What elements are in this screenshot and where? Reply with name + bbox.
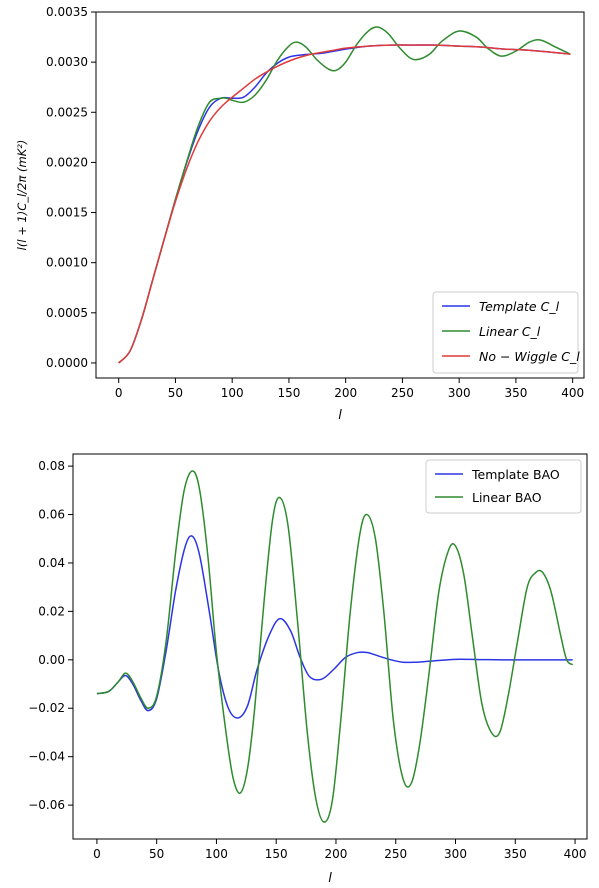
bottom-y-tick-label: 0.08 xyxy=(38,459,65,473)
bottom-x-tick-label: 150 xyxy=(265,847,288,861)
top-x-tick-label: 350 xyxy=(504,386,527,400)
bottom-legend: Template BAO Linear BAO xyxy=(425,459,582,514)
top-x-tick-label: 150 xyxy=(277,386,300,400)
bottom-x-tick-label: 400 xyxy=(564,847,587,861)
top-x-tick-label: 100 xyxy=(221,386,244,400)
top-x-axis-label: l xyxy=(338,408,342,423)
top-legend-label-template: Template C_l xyxy=(479,299,560,314)
top-series-group xyxy=(118,26,571,364)
top-legend-label-nowiggle: No − Wiggle C_l xyxy=(479,349,580,364)
top-y-tick-label: 0.0000 xyxy=(46,356,88,370)
bottom-axes-frame xyxy=(72,453,588,840)
top-y-tick-label: 0.0010 xyxy=(46,256,88,270)
bottom-y-tick-label: 0.02 xyxy=(38,604,65,618)
top-legend-box xyxy=(432,291,579,374)
chart-top: 0 50 100 150 200 250 300 350 400 0.00000.00050.0… xyxy=(15,5,585,423)
top-y-tick-label: 0.0030 xyxy=(46,55,88,69)
top-y-tick-label: 0.0025 xyxy=(46,105,88,119)
top-legend-label-linear: Linear C_l xyxy=(479,324,541,339)
bottom-x-axis-label: l xyxy=(328,871,332,886)
bottom-x-ticks: 0 50 100 150 200 250 300 350 400 xyxy=(93,839,586,861)
bottom-legend-label-linear: Linear BAO xyxy=(472,490,542,505)
top-y-axis-label: l(l + 1)C_l/2π (mK²) xyxy=(15,140,29,251)
bottom-x-tick-label: 200 xyxy=(325,847,348,861)
bottom-y-tick-label: 0.06 xyxy=(38,508,65,522)
top-y-tick-label: 0.0035 xyxy=(46,5,88,19)
bottom-y-tick-label: −0.06 xyxy=(28,798,65,812)
bottom-legend-box xyxy=(425,459,582,514)
top-x-tick-label: 250 xyxy=(391,386,414,400)
bottom-series-line-2 xyxy=(96,470,574,823)
top-y-tick-label: 0.0020 xyxy=(46,155,88,169)
top-axes-frame xyxy=(95,11,585,379)
bottom-x-tick-label: 100 xyxy=(205,847,228,861)
bottom-legend-label-template: Template BAO xyxy=(471,467,560,482)
bottom-y-tick-label: −0.02 xyxy=(28,701,65,715)
bottom-x-tick-label: 0 xyxy=(93,847,101,861)
top-x-tick-label: 200 xyxy=(334,386,357,400)
bottom-y-ticks: −0.06 −0.04 −0.02 0.00 0.02 0.04 0.06 0.08 xyxy=(28,459,73,812)
top-x-tick-label: 50 xyxy=(168,386,183,400)
top-y-tick-label: 0.0015 xyxy=(46,206,88,220)
top-x-tick-label: 300 xyxy=(448,386,471,400)
bottom-y-tick-label: 0.04 xyxy=(38,556,65,570)
bottom-series-line-1 xyxy=(96,535,573,719)
bottom-x-tick-label: 50 xyxy=(149,847,164,861)
bottom-x-tick-label: 250 xyxy=(384,847,407,861)
top-series-line-3 xyxy=(118,44,571,364)
top-legend: Template C_l Linear C_l No − Wiggle C_l xyxy=(432,291,580,374)
bottom-series-group xyxy=(96,470,574,823)
bottom-y-tick-label: 0.00 xyxy=(38,653,65,667)
top-x-tick-label: 0 xyxy=(115,386,123,400)
top-y-ticks: 0.0000 0.0005 0.0010 0.0015 0.0020 0.0025 0.00… xyxy=(46,5,96,370)
top-series-line-2 xyxy=(118,26,571,364)
top-y-tick-label: 0.0005 xyxy=(46,306,88,320)
bottom-y-tick-label: −0.04 xyxy=(28,750,65,764)
top-x-tick-label: 400 xyxy=(561,386,584,400)
bottom-x-tick-label: 300 xyxy=(444,847,467,861)
chart-bottom: 0 50 100 150 200 250 300 350 400 −0.06 −0.04 −0.02… xyxy=(28,453,588,886)
top-x-ticks: 0 50 100 150 200 250 300 350 400 xyxy=(115,378,584,400)
bottom-x-tick-label: 350 xyxy=(504,847,527,861)
